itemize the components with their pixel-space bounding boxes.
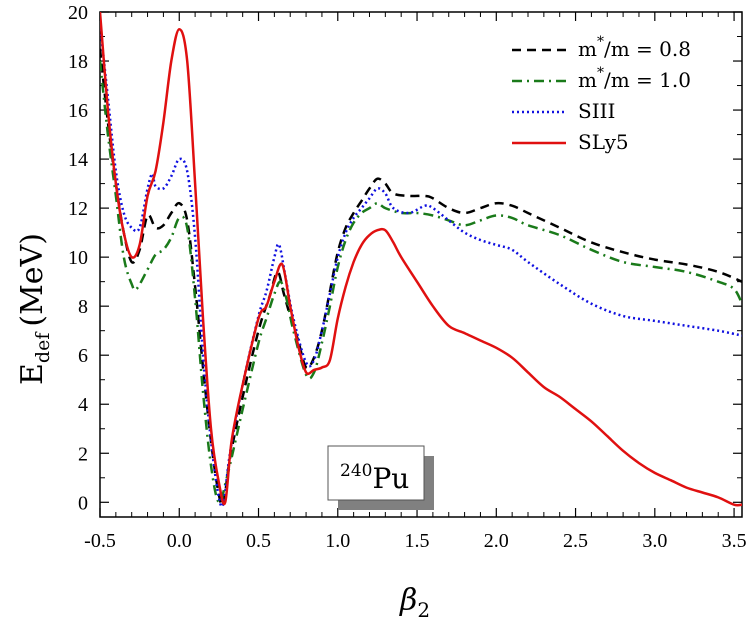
- legend-label-main: m: [578, 37, 597, 61]
- annotation-nucleus: Pu: [372, 462, 409, 495]
- annotation-label: 240Pu: [340, 461, 409, 495]
- x-tick-label: 2.0: [484, 530, 509, 552]
- y-tick-label: 10: [68, 247, 88, 269]
- y-tick-label: 16: [68, 100, 88, 122]
- series-line-sly5: [100, 12, 742, 507]
- x-tick-label: 2.5: [563, 530, 588, 552]
- legend-label: m*/m = 1.0: [578, 65, 691, 92]
- y-tick-label: 4: [78, 394, 88, 416]
- x-tick-label: 1.0: [325, 530, 350, 552]
- legend-label-main: SIII: [578, 99, 615, 123]
- legend-label-sup: *: [597, 34, 604, 50]
- x-tick-label: 3.5: [722, 530, 747, 552]
- x-tick-label: -0.5: [84, 530, 116, 552]
- annotation-box: [327, 445, 425, 501]
- x-tick-label: 1.5: [405, 530, 430, 552]
- x-tick-label: 0.0: [167, 530, 192, 552]
- x-axis-label: β2: [399, 583, 430, 622]
- y-tick-label: 2: [78, 443, 88, 465]
- axis-ticks: [99, 11, 742, 517]
- y-axis-label-main: E: [15, 363, 50, 385]
- x-axis-label-sub: 2: [417, 598, 430, 622]
- legend-label: SLy5: [578, 130, 629, 154]
- y-tick-label: 0: [78, 492, 88, 514]
- tick-labels: -0.5 0.0 0.5 1.0 1.5 2.0 2.5 3.0 3.5 0 2 4 6 8 10 12 14 1…: [68, 2, 747, 552]
- nucleus-annotation: 240Pu: [327, 445, 434, 510]
- legend-label: SIII: [578, 99, 615, 123]
- series-line-m-m-1-0: [100, 60, 742, 504]
- legend-label-main: m: [578, 68, 597, 92]
- series-line-m-m-0-8: [100, 48, 742, 507]
- legend-label: m*/m = 0.8: [578, 34, 691, 61]
- legend-label-sup: *: [597, 65, 604, 81]
- x-tick-label: 3.0: [642, 530, 667, 552]
- y-axis-label-unit: (MeV): [15, 233, 50, 327]
- legend-label-main: SLy5: [578, 130, 629, 154]
- x-tick-label: 0.5: [246, 530, 271, 552]
- y-tick-label: 14: [68, 149, 88, 171]
- legend-label-rest: /m = 0.8: [604, 37, 691, 61]
- y-axis-label-sub: def: [32, 331, 54, 363]
- y-tick-label: 12: [68, 198, 88, 220]
- x-axis-label-main: β: [399, 583, 417, 618]
- annotation-superscript: 240: [340, 461, 372, 481]
- legend-label-rest: /m = 1.0: [604, 68, 691, 92]
- y-tick-label: 20: [68, 2, 88, 24]
- plot-frame: [99, 11, 743, 518]
- y-tick-label: 18: [68, 51, 88, 73]
- y-tick-label: 6: [78, 345, 88, 367]
- y-axis-label: Edef (MeV): [15, 233, 54, 385]
- series-layer: [100, 12, 742, 508]
- series-line-siii: [100, 24, 742, 508]
- y-tick-label: 8: [78, 296, 88, 318]
